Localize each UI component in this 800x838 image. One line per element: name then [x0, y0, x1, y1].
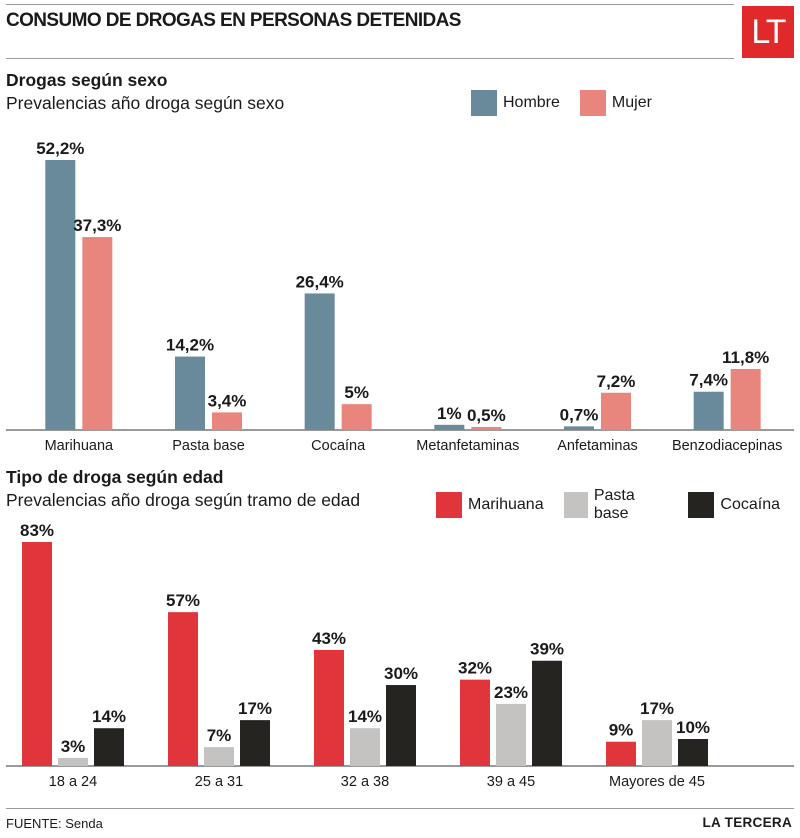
la-tercera-logo: LT — [742, 6, 794, 58]
chart-drogas-segun-sexo: 52,2% 37,3% Marihuana 14,2% 3,4% Pasta base 26… — [6, 139, 794, 454]
bar-hombre-marihuana — [45, 160, 76, 430]
bar-marihuana-18-a-24 — [22, 542, 52, 766]
category-label-18-a-24: 18 a 24 — [49, 774, 97, 790]
brand-name: LA TERCERA — [702, 815, 792, 830]
data-label-marihuana-39-a-45: 32% — [458, 659, 492, 678]
chart2-legend: Marihuana Pasta base Cocaína — [436, 487, 800, 523]
bar-cocaina-mayores-de-45 — [678, 739, 708, 766]
top-rule — [6, 4, 734, 5]
data-label-marihuana-32-a-38: 43% — [312, 629, 346, 648]
title-rule — [6, 58, 734, 59]
bar-hombre-metanfetaminas — [434, 424, 465, 430]
bar-hombre-cocaina — [304, 293, 335, 430]
data-label-mujer-pasta-base: 3,4% — [208, 391, 247, 410]
bar-mujer-marihuana — [82, 237, 113, 430]
bar-mujer-benzodiacepinas — [730, 368, 761, 430]
data-label-hombre-anfetaminas: 0,7% — [560, 405, 599, 424]
bar-hombre-benzodiacepinas — [693, 391, 724, 430]
category-label-anfetaminas: Anfetaminas — [557, 438, 638, 454]
legend-label-marihuana: Marihuana — [468, 496, 544, 513]
data-label-cocaina-39-a-45: 39% — [530, 640, 564, 659]
category-label-mayores-de-45: Mayores de 45 — [609, 774, 705, 790]
category-label-32-a-38: 32 a 38 — [341, 774, 389, 790]
bar-cocaina-25-a-31 — [240, 720, 270, 766]
legend-label-mujer: Mujer — [611, 94, 652, 111]
bar-mujer-metanfetaminas — [471, 427, 502, 430]
data-label-mujer-cocaina: 5% — [344, 383, 369, 402]
category-label-25-a-31: 25 a 31 — [195, 774, 243, 790]
category-label-metanfetaminas: Metanfetaminas — [416, 438, 519, 454]
data-label-hombre-benzodiacepinas: 7,4% — [689, 371, 728, 390]
data-label-marihuana-18-a-24: 83% — [20, 521, 54, 540]
data-label-mujer-benzodiacepinas: 11,8% — [722, 348, 769, 367]
legend-item-marihuana: Marihuana — [436, 492, 544, 518]
bar-cocaina-32-a-38 — [386, 685, 416, 766]
data-label-pasta-base-32-a-38: 14% — [348, 707, 382, 726]
data-label-marihuana-mayores-de-45: 9% — [609, 721, 634, 740]
bar-marihuana-25-a-31 — [168, 612, 198, 766]
bar-cocaina-18-a-24 — [94, 728, 124, 766]
data-label-hombre-marihuana: 52,2% — [36, 139, 84, 158]
bar-pasta-base-39-a-45 — [496, 703, 526, 766]
chart2-title: Tipo de droga según edad — [6, 467, 224, 487]
legend-item-cocaina: Cocaína — [688, 492, 780, 518]
data-label-cocaina-25-a-31: 17% — [238, 699, 272, 718]
data-label-hombre-metanfetaminas: 1% — [437, 404, 462, 423]
chart1-title: Drogas según sexo — [6, 70, 168, 90]
data-label-cocaina-32-a-38: 30% — [384, 664, 418, 683]
source-note: FUENTE: Senda — [6, 816, 103, 831]
data-label-mujer-metanfetaminas: 0,5% — [467, 406, 506, 425]
bar-pasta-base-32-a-38 — [350, 728, 380, 766]
category-label-39-a-45: 39 a 45 — [487, 774, 535, 790]
category-label-benzodiacepinas: Benzodiacepinas — [672, 438, 782, 454]
bar-pasta-base-18-a-24 — [58, 757, 88, 766]
legend-label-pasta-base: Pasta base — [593, 487, 635, 522]
category-label-pasta-base: Pasta base — [172, 438, 245, 454]
legend-swatch-marihuana — [436, 492, 462, 518]
legend-swatch-hombre — [471, 90, 497, 116]
data-label-pasta-base-25-a-31: 7% — [207, 726, 232, 745]
legend-swatch-cocaina — [688, 492, 715, 518]
page-title: CONSUMO DE DROGAS EN PERSONAS DETENIDAS — [6, 10, 461, 31]
bar-hombre-anfetaminas — [564, 426, 594, 430]
legend-item-mujer: Mujer — [579, 90, 652, 116]
legend-swatch-pasta-base — [563, 492, 588, 518]
data-label-cocaina-18-a-24: 14% — [92, 707, 126, 726]
legend-label-cocaina: Cocaína — [720, 496, 780, 513]
data-label-pasta-base-18-a-24: 3% — [61, 737, 86, 756]
bar-pasta-base-25-a-31 — [204, 747, 234, 766]
bar-marihuana-39-a-45 — [460, 679, 490, 766]
bar-mujer-cocaina — [341, 404, 372, 430]
footer-rule — [6, 808, 794, 809]
legend-item-hombre: Hombre — [471, 90, 560, 116]
bar-cocaina-39-a-45 — [532, 660, 562, 766]
data-label-mujer-marihuana: 37,3% — [73, 216, 121, 235]
legend-swatch-mujer — [579, 90, 606, 116]
chart2-subtitle: Prevalencias año droga según tramo de ed… — [6, 490, 361, 510]
category-label-marihuana: Marihuana — [45, 438, 114, 454]
bar-hombre-pasta-base — [175, 356, 205, 430]
chart-tipo-droga-segun-edad: 83% 3% 14% 18 a 24 57% 7% 17% 25 a 31 43% 14% 30% 3… — [6, 521, 794, 790]
bar-marihuana-32-a-38 — [314, 649, 344, 766]
chart1-legend: Hombre Mujer — [471, 90, 672, 116]
category-label-cocaina: Cocaína — [311, 438, 366, 454]
data-label-cocaina-mayores-de-45: 10% — [676, 718, 710, 737]
legend-item-pasta-base: Pasta base — [563, 487, 669, 523]
chart1-subtitle: Prevalencias año droga según sexo — [6, 93, 285, 113]
bar-mujer-anfetaminas — [601, 392, 631, 430]
bar-mujer-pasta-base — [212, 412, 242, 430]
data-label-hombre-pasta-base: 14,2% — [166, 336, 214, 355]
bar-marihuana-mayores-de-45 — [606, 741, 636, 766]
data-label-pasta-base-mayores-de-45: 17% — [640, 699, 674, 718]
legend-label-hombre: Hombre — [503, 94, 560, 111]
data-label-mujer-anfetaminas: 7,2% — [597, 372, 636, 391]
data-label-pasta-base-39-a-45: 23% — [494, 683, 528, 702]
bar-pasta-base-mayores-de-45 — [642, 720, 672, 766]
data-label-hombre-cocaina: 26,4% — [296, 272, 344, 291]
data-label-marihuana-25-a-31: 57% — [166, 591, 200, 610]
